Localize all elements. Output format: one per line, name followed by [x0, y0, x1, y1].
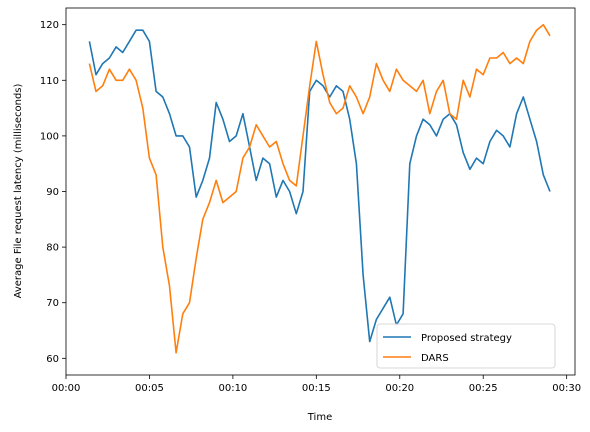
x-tick-label: 00:00	[52, 383, 81, 394]
series-line-1	[88, 23, 551, 354]
plot-area	[66, 8, 575, 375]
x-tick-label: 00:15	[302, 383, 331, 394]
series-layer	[88, 23, 551, 354]
y-tick-label: 60	[46, 354, 59, 365]
y-axis: 60 70 80 90 100 110 120	[40, 20, 66, 365]
x-tick-label: 00:10	[218, 383, 247, 394]
x-tick-label: 00:30	[552, 383, 581, 394]
legend-label-0: Proposed strategy	[421, 333, 512, 344]
legend-label-1: DARS	[421, 353, 449, 364]
y-tick-label: 80	[46, 243, 59, 254]
x-tick-label: 00:20	[385, 383, 414, 394]
y-axis-label: Average File request latency (millisecon…	[13, 84, 24, 299]
x-axis: 00:00 00:05 00:10 00:15 00:20 00:25 00:30	[52, 375, 581, 394]
y-tick-label: 70	[46, 298, 59, 309]
series-line-0	[88, 29, 551, 343]
y-tick-label: 90	[46, 187, 59, 198]
x-axis-label: Time	[307, 412, 332, 423]
x-tick-label: 00:05	[135, 383, 164, 394]
x-tick-label: 00:25	[469, 383, 498, 394]
legend-box	[376, 323, 556, 369]
y-tick-label: 100	[40, 131, 59, 142]
legend: Proposed strategy DARS	[376, 323, 556, 369]
y-tick-label: 110	[40, 76, 59, 87]
y-tick-label: 120	[40, 20, 59, 31]
